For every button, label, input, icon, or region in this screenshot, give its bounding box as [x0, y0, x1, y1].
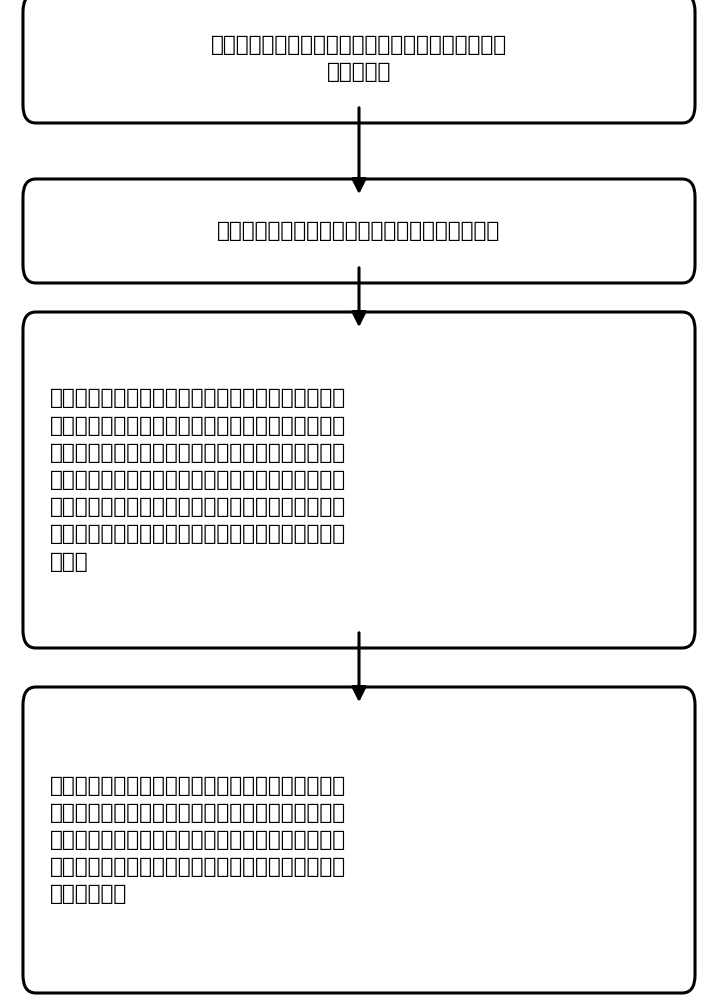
FancyBboxPatch shape [23, 0, 695, 123]
FancyBboxPatch shape [23, 179, 695, 283]
Text: 主工作核心与从工作核心之间建立核心间通信接口: 主工作核心与从工作核心之间建立核心间通信接口 [218, 221, 500, 241]
Text: 主工作核心接收自身的处理请求并将处理结果写入自
身核心中，同时将处理结果发送至从工作核心中，从
工作核心将信息写入自身核心中；从工作核心接收自
身的处理请求，并: 主工作核心接收自身的处理请求并将处理结果写入自 身核心中，同时将处理结果发送至从… [50, 388, 346, 572]
Text: 主工作核心按照预设的周期对转发信息表逐个条目扫
描读取，并将当前条目的地址和内容通知从工作核心
，从工作核心接收到消息后将当前条目内容写入相同
地址，若当前消息: 主工作核心按照预设的周期对转发信息表逐个条目扫 描读取，并将当前条目的地址和内容… [50, 776, 346, 904]
Text: 配置第一核心或第二核心为主工作核心，另一核心为
从工作核心: 配置第一核心或第二核心为主工作核心，另一核心为 从工作核心 [211, 35, 507, 82]
FancyBboxPatch shape [23, 312, 695, 648]
FancyBboxPatch shape [23, 687, 695, 993]
